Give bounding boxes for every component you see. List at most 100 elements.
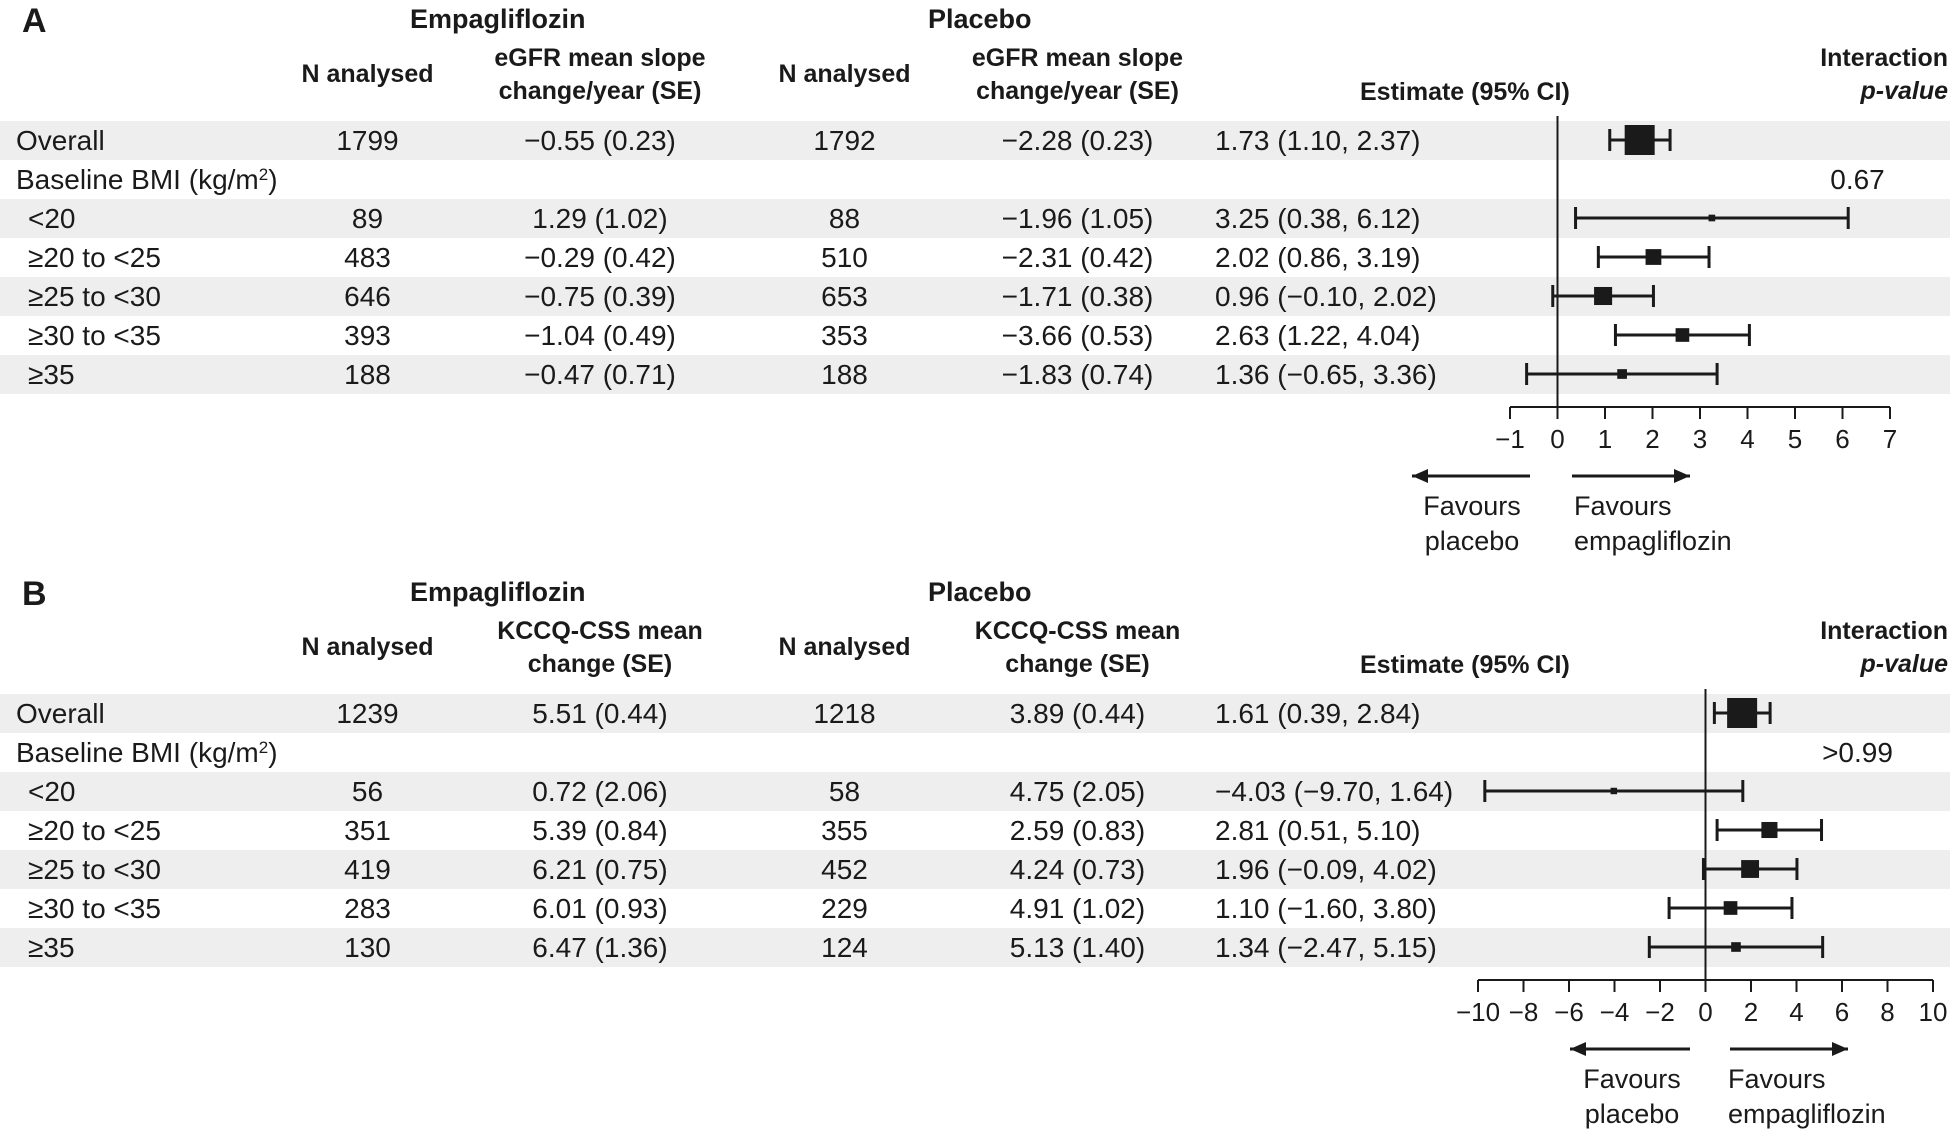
favours-left-label-line2: placebo: [1585, 1099, 1680, 1129]
col-header-n-empa: N analysed: [301, 60, 434, 88]
x-axis-tick-label: 4: [1789, 997, 1803, 1027]
col-header-estimate: Estimate (95% CI): [1360, 651, 1570, 679]
n-placebo: 653: [821, 281, 868, 312]
point-estimate-box: [1708, 214, 1716, 222]
col-header-line2: change (SE): [527, 650, 673, 678]
table-row: ≥20 to <25 351 5.39 (0.84) 355 2.59 (0.8…: [0, 811, 1950, 850]
point-estimate-box: [1727, 698, 1758, 728]
table-row-overall: Overall 1239 5.51 (0.44) 1218 3.89 (0.44…: [0, 694, 1950, 733]
point-estimate-box: [1624, 125, 1655, 155]
value-empa: 6.01 (0.93): [532, 893, 668, 924]
x-axis-tick-label: 3: [1693, 424, 1707, 454]
estimate-ci: 2.02 (0.86, 3.19): [1215, 242, 1421, 273]
value-placebo: 3.89 (0.44): [1009, 698, 1146, 729]
x-axis-tick-label: −10: [1456, 997, 1500, 1027]
table-row-baseline-bmi: Baseline BMI (kg/m2) >0.99: [0, 733, 1950, 772]
x-axis-tick-label: −2: [1645, 997, 1675, 1027]
value-placebo: 4.91 (1.02): [1009, 893, 1146, 924]
panel-b: B Empagliflozin Placebo N analysed KCCQ-…: [0, 573, 1950, 1133]
n-empa: 56: [351, 776, 384, 807]
x-axis-tick-label: 0: [1550, 424, 1564, 454]
estimate-ci: 1.34 (−2.47, 5.15): [1215, 932, 1437, 963]
panel-label: A: [22, 2, 47, 40]
group-header-placebo: Placebo: [928, 4, 1032, 34]
x-axis-tick-label: 1: [1598, 424, 1612, 454]
x-axis-tick-label: 0: [1698, 997, 1712, 1027]
n-empa: 483: [344, 242, 391, 273]
x-axis-tick-label: 4: [1740, 424, 1754, 454]
point-estimate-box: [1741, 860, 1760, 878]
value-placebo: −1.96 (1.05): [1001, 203, 1154, 234]
point-estimate-box: [1723, 901, 1738, 915]
group-header-empagliflozin: Empagliflozin: [410, 577, 586, 607]
value-empa: −0.55 (0.23): [524, 125, 676, 156]
n-placebo: 229: [821, 893, 868, 924]
panel-a: A Empagliflozin Placebo N analysed eGFR …: [0, 0, 1950, 560]
row-label: Overall: [16, 125, 105, 156]
n-placebo: 1218: [813, 698, 876, 729]
col-header-value-placebo: eGFR mean slope change/year (SE): [945, 42, 1210, 108]
n-empa: 419: [344, 854, 391, 885]
n-placebo: 124: [821, 932, 868, 963]
row-label: Baseline BMI (kg/m2): [16, 164, 278, 195]
estimate-ci: −4.03 (−9.70, 1.64): [1215, 776, 1454, 807]
x-axis-tick-label: −8: [1509, 997, 1539, 1027]
table-row: ≥25 to <30 646 −0.75 (0.39) 653 −1.71 (0…: [0, 277, 1950, 316]
favours-right-arrow-head: [1674, 469, 1690, 483]
value-empa: −1.04 (0.49): [524, 320, 676, 351]
value-empa: 1.29 (1.02): [532, 203, 668, 234]
row-label: ≥25 to <30: [28, 281, 161, 312]
estimate-ci: 2.63 (1.22, 4.04): [1215, 320, 1421, 351]
favours-left-arrow-head: [1570, 1042, 1586, 1056]
value-placebo: 4.24 (0.73): [1009, 854, 1146, 885]
row-label: <20: [28, 203, 76, 234]
value-empa: −0.47 (0.71): [524, 359, 676, 390]
x-axis-tick-label: −1: [1495, 424, 1525, 454]
estimate-ci: 3.25 (0.38, 6.12): [1215, 203, 1421, 234]
n-empa: 130: [344, 932, 391, 963]
row-label: ≥20 to <25: [28, 242, 161, 273]
value-empa: −0.29 (0.42): [524, 242, 676, 273]
col-header-n-placebo: N analysed: [778, 633, 911, 661]
value-empa: 6.47 (1.36): [532, 932, 668, 963]
estimate-ci: 1.61 (0.39, 2.84): [1215, 698, 1421, 729]
x-axis-tick-label: 2: [1645, 424, 1659, 454]
x-axis-tick-label: 6: [1835, 997, 1849, 1027]
table-row: ≥30 to <35 283 6.01 (0.93) 229 4.91 (1.0…: [0, 889, 1950, 928]
table-row: ≥35 130 6.47 (1.36) 124 5.13 (1.40) 1.34…: [0, 928, 1950, 967]
n-placebo: 1792: [813, 125, 876, 156]
n-placebo: 353: [821, 320, 868, 351]
x-axis-tick-label: 6: [1835, 424, 1849, 454]
col-header-estimate: Estimate (95% CI): [1360, 78, 1570, 106]
n-empa: 1799: [336, 125, 399, 156]
n-empa: 351: [344, 815, 391, 846]
group-header-placebo: Placebo: [928, 577, 1032, 607]
x-axis-tick-label: 2: [1744, 997, 1758, 1027]
col-header-line2: p-value: [1860, 77, 1948, 105]
n-empa: 393: [344, 320, 391, 351]
x-axis-tick-label: −4: [1600, 997, 1630, 1027]
row-label: ≥30 to <35: [28, 893, 161, 924]
value-placebo: −3.66 (0.53): [1001, 320, 1154, 351]
table-row: ≥25 to <30 419 6.21 (0.75) 452 4.24 (0.7…: [0, 850, 1950, 889]
estimate-ci: 1.36 (−0.65, 3.36): [1215, 359, 1437, 390]
favours-left-arrow-head: [1412, 469, 1428, 483]
point-estimate-box: [1731, 942, 1741, 952]
panel-label: B: [22, 575, 47, 613]
favours-left-label-line2: placebo: [1425, 526, 1520, 556]
col-header-line2: change/year (SE): [498, 77, 702, 105]
value-placebo: −1.83 (0.74): [1001, 359, 1154, 390]
col-header-line2: p-value: [1860, 650, 1948, 678]
col-header-line1: Interaction: [1820, 617, 1948, 645]
estimate-ci: 2.81 (0.51, 5.10): [1215, 815, 1421, 846]
col-header-line1: KCCQ-CSS mean: [974, 617, 1181, 645]
row-label: ≥30 to <35: [28, 320, 161, 351]
value-placebo: 5.13 (1.40): [1009, 932, 1146, 963]
row-label: ≥25 to <30: [28, 854, 161, 885]
x-axis-tick-label: 7: [1883, 424, 1897, 454]
favours-right-label-line1: Favours: [1574, 491, 1672, 521]
interaction-p-value: >0.99: [1822, 737, 1893, 768]
estimate-ci: 0.96 (−0.10, 2.02): [1215, 281, 1437, 312]
point-estimate-box: [1610, 787, 1618, 795]
row-label: ≥20 to <25: [28, 815, 161, 846]
